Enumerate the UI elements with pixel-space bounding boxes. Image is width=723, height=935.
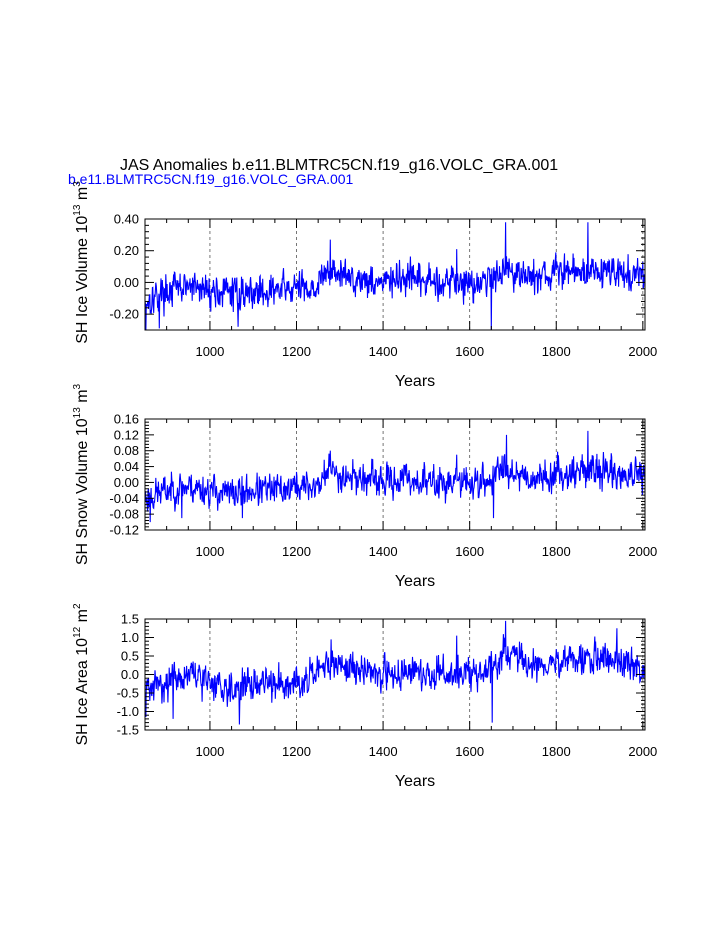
x-tick-label: 1800 — [542, 744, 571, 759]
y-tick-label: 0.12 — [114, 427, 139, 442]
x-tick-label: 2000 — [628, 544, 657, 559]
y-tick-label: -0.04 — [109, 491, 139, 506]
y-axis-label-unit-exponent: 3 — [72, 383, 83, 389]
plot-frame — [144, 418, 646, 531]
figure-subtitle: b.e11.BLMTRC5CN.f19_g16.VOLC_GRA.001 — [68, 171, 354, 187]
y-axis-label-unit: m — [74, 389, 91, 407]
figure-title: JAS Anomalies b.e11.BLMTRC5CN.f19_g16.VO… — [120, 157, 559, 174]
x-tick-label: 1200 — [282, 344, 311, 359]
panel-snow-volume: 1000 1200 1400 1600 1800 2000-0.12-0.08-0.040… — [72, 383, 657, 590]
x-tick-label: 1400 — [369, 744, 398, 759]
y-axis-label-text: SH Ice Volume 10 — [74, 216, 91, 344]
plot-frame — [144, 218, 646, 331]
x-axis-label: Years — [395, 573, 435, 590]
x-tick-label: 1200 — [282, 544, 311, 559]
x-tick-label: 1400 — [369, 344, 398, 359]
y-tick-label: -0.5 — [117, 686, 139, 701]
x-tick-label: 2000 — [628, 744, 657, 759]
y-tick-label: 0.16 — [114, 412, 139, 427]
y-axis-label-exponent: 12 — [72, 626, 83, 638]
y-axis-label-exponent: 13 — [72, 204, 83, 216]
y-tick-label: 0.5 — [121, 649, 139, 664]
y-axis-label: SH Snow Volume 1013 m3 — [72, 383, 91, 565]
y-axis-label-unit: m — [74, 609, 91, 627]
x-tick-label: 1000 — [195, 544, 224, 559]
x-tick-label: 1800 — [542, 544, 571, 559]
y-tick-label: 1.5 — [121, 612, 139, 627]
y-tick-label: 0.0 — [121, 667, 139, 682]
y-tick-label: -1.5 — [117, 723, 139, 738]
x-tick-label: 1600 — [455, 344, 484, 359]
x-tick-label: 1600 — [455, 544, 484, 559]
y-tick-label: 0.00 — [114, 475, 139, 490]
y-tick-label: -0.12 — [109, 523, 139, 538]
y-tick-label: 0.04 — [114, 459, 139, 474]
y-tick-label: 1.0 — [121, 630, 139, 645]
x-tick-label: 1400 — [369, 544, 398, 559]
y-tick-label: -0.08 — [109, 507, 139, 522]
series-line — [145, 620, 645, 725]
x-axis-label: Years — [395, 773, 435, 790]
y-tick-label: -0.20 — [109, 307, 139, 322]
x-tick-label: 2000 — [628, 344, 657, 359]
x-tick-label: 1600 — [455, 744, 484, 759]
y-tick-label: 0.08 — [114, 443, 139, 458]
y-axis-label: SH Ice Volume 1013 m3 — [72, 181, 91, 344]
x-axis-label: Years — [395, 373, 435, 390]
x-tick-label: 1000 — [195, 744, 224, 759]
x-tick-label: 1000 — [195, 344, 224, 359]
y-tick-label: 0.40 — [114, 212, 139, 227]
panel-ice-area: 1000 1200 1400 1600 1800 2000 -1.5 -1.0 -0.5 0.0 0… — [72, 603, 657, 790]
panel-ice-volume: 1000 1200 1400 1600 1800 2000 -0.20 0.00 0.20 0.4… — [72, 181, 657, 390]
y-axis-label-unit: m — [74, 187, 91, 205]
x-tick-label: 1800 — [542, 344, 571, 359]
y-tick-label: 0.20 — [114, 243, 139, 258]
y-tick-label: -1.0 — [117, 704, 139, 719]
series-line — [145, 430, 645, 523]
y-axis-label-unit-exponent: 2 — [72, 603, 83, 609]
y-axis-label-text: SH Ice Area 10 — [74, 638, 91, 746]
y-axis-label-unit-exponent: 3 — [72, 181, 83, 187]
series-line — [145, 222, 645, 330]
y-axis-label-text: SH Snow Volume 10 — [74, 418, 91, 565]
y-tick-label: 0.00 — [114, 275, 139, 290]
y-axis-label: SH Ice Area 1012 m2 — [72, 603, 91, 746]
x-tick-label: 1200 — [282, 744, 311, 759]
y-axis-label-exponent: 13 — [72, 407, 83, 419]
